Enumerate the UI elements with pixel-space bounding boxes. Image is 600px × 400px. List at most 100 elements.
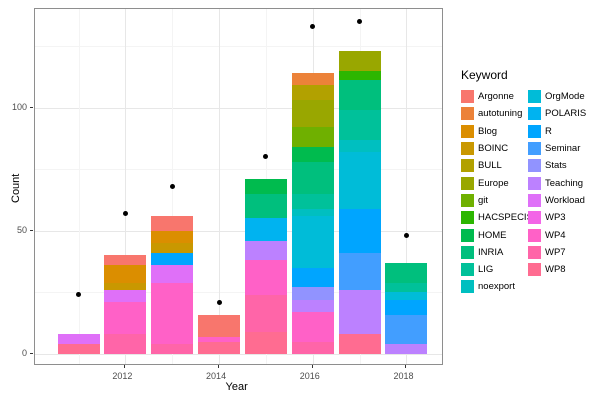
bar-segment-2014-Argonne xyxy=(198,314,241,337)
legend-swatch-HOME xyxy=(461,228,474,242)
legend-label: git xyxy=(478,194,489,206)
legend-swatch-WP8 xyxy=(528,263,541,277)
bar-segment-2015-INRIA xyxy=(244,193,287,219)
legend-item-WP4: WP4 xyxy=(528,226,586,243)
bar-segment-2016-HOME xyxy=(291,146,334,162)
bar-segment-2013-R xyxy=(151,252,194,266)
scatter-point-2017 xyxy=(357,18,363,24)
scatter-point-2012 xyxy=(122,210,128,216)
legend: Keyword Argonne autotuning Blog BOINC BULL Eu… xyxy=(455,68,600,294)
bar-segment-2012-WP4 xyxy=(104,302,147,335)
legend-label: HOME xyxy=(478,229,507,241)
legend-item-Workload: Workload xyxy=(528,192,586,209)
legend-label: R xyxy=(545,125,552,137)
legend-label: INRIA xyxy=(478,246,504,258)
legend-label: Teaching xyxy=(545,177,584,189)
legend-label: POLARIS xyxy=(545,108,587,120)
legend-label: BOINC xyxy=(478,143,509,155)
bar-segment-2013-Blog xyxy=(151,230,194,244)
y-axis-tick xyxy=(30,229,33,231)
legend-label: WP8 xyxy=(545,264,566,276)
legend-swatch-Teaching xyxy=(528,176,541,190)
bar-segment-2014-WP4 xyxy=(198,336,241,342)
bar-segment-2016-WP4 xyxy=(291,312,334,342)
plot-panel xyxy=(34,8,443,365)
legend-swatch-Seminar xyxy=(528,142,541,156)
bar-segment-2018-Teaching xyxy=(385,344,428,354)
legend-swatch-WP7 xyxy=(528,245,541,259)
legend-swatch-autotuning xyxy=(461,107,474,121)
legend-swatch-WP4 xyxy=(528,228,541,242)
x-tick-label: 2014 xyxy=(206,371,227,381)
legend-swatch-HACSPECIS xyxy=(461,211,474,225)
legend-swatch-Argonne xyxy=(461,90,474,104)
legend-item-BULL: BULL xyxy=(461,157,533,174)
bar-segment-2015-POLARIS xyxy=(244,218,287,241)
legend-label: HACSPECIS xyxy=(478,212,533,224)
legend-swatch-Blog xyxy=(461,124,474,138)
legend-column-2: OrgMode POLARIS R Seminar Stats Teaching Workl… xyxy=(528,88,586,278)
legend-label: BULL xyxy=(478,160,502,172)
bar-segment-2018-Seminar xyxy=(385,314,428,345)
legend-swatch-R xyxy=(528,124,541,138)
y-gridline-minor xyxy=(35,45,442,47)
bar-segment-2016-INRIA xyxy=(291,161,334,194)
bar-segment-2013-WP4 xyxy=(151,282,194,345)
bar-segment-2016-Teaching xyxy=(291,299,334,313)
bar-segment-2016-R xyxy=(291,267,334,288)
x-axis-title: Year xyxy=(225,381,248,393)
bar-segment-2017-noexport xyxy=(338,139,381,152)
x-axis-tick xyxy=(124,365,126,368)
bar-segment-2015-HOME xyxy=(244,178,287,194)
y-axis-title: Count xyxy=(10,173,22,203)
legend-item-LIG: LIG xyxy=(461,261,533,278)
legend-item-noexport: noexport xyxy=(461,278,533,295)
y-gridline-minor xyxy=(35,169,442,171)
x-tick-label: 2018 xyxy=(393,371,414,381)
x-axis-tick xyxy=(311,365,313,368)
y-tick-label: 50 xyxy=(16,224,27,235)
bar-segment-2018-INRIA xyxy=(385,262,428,283)
bar-segment-2013-Argonne xyxy=(151,215,194,231)
bar-segment-2016-BULL xyxy=(291,85,334,101)
bar-segment-2017-R xyxy=(338,208,381,253)
y-gridline-minor xyxy=(35,292,442,294)
bar-segment-2016-Stats xyxy=(291,287,334,300)
bar-segment-2018-R xyxy=(385,299,428,315)
x-gridline-major xyxy=(125,9,127,364)
bar-segment-2015-WP8 xyxy=(244,331,287,354)
bar-segment-2017-Seminar xyxy=(338,252,381,290)
scatter-point-2016 xyxy=(310,23,316,29)
x-axis-tick xyxy=(218,365,220,368)
bar-segment-2014-WP8 xyxy=(198,341,241,354)
bar-segment-2016-OrgMode xyxy=(291,215,334,268)
y-gridline-major xyxy=(35,354,442,355)
bar-segment-2017-INRIA xyxy=(338,80,381,110)
bar-segment-2017-LIG xyxy=(338,109,381,140)
legend-item-git: git xyxy=(461,192,533,209)
legend-swatch-Stats xyxy=(528,159,541,173)
legend-label: LIG xyxy=(478,264,494,276)
bar-segment-2017-HACSPECIS xyxy=(338,70,381,81)
legend-item-BOINC: BOINC xyxy=(461,140,533,157)
legend-item-R: R xyxy=(528,123,586,140)
x-tick-label: 2016 xyxy=(299,371,320,381)
y-axis-tick xyxy=(30,106,33,108)
legend-swatch-BULL xyxy=(461,159,474,173)
legend-swatch-Europe xyxy=(461,176,474,190)
legend-swatch-INRIA xyxy=(461,245,474,259)
legend-item-POLARIS: POLARIS xyxy=(528,105,586,122)
legend-label: Stats xyxy=(545,160,567,172)
scatter-point-2018 xyxy=(403,233,409,239)
legend-item-autotuning: autotuning xyxy=(461,105,533,122)
legend-column-1: Argonne autotuning Blog BOINC BULL Europe git H… xyxy=(461,88,533,296)
legend-label: noexport xyxy=(478,281,515,293)
bar-segment-2017-WP8 xyxy=(338,334,381,354)
y-gridline-major xyxy=(35,230,442,232)
scatter-point-2013 xyxy=(169,183,175,189)
legend-item-Seminar: Seminar xyxy=(528,140,586,157)
legend-label: Seminar xyxy=(545,143,581,155)
y-axis-tick xyxy=(30,353,33,354)
bar-segment-2013-Workload xyxy=(151,265,194,283)
bar-segment-2013-WP7 xyxy=(151,344,194,354)
